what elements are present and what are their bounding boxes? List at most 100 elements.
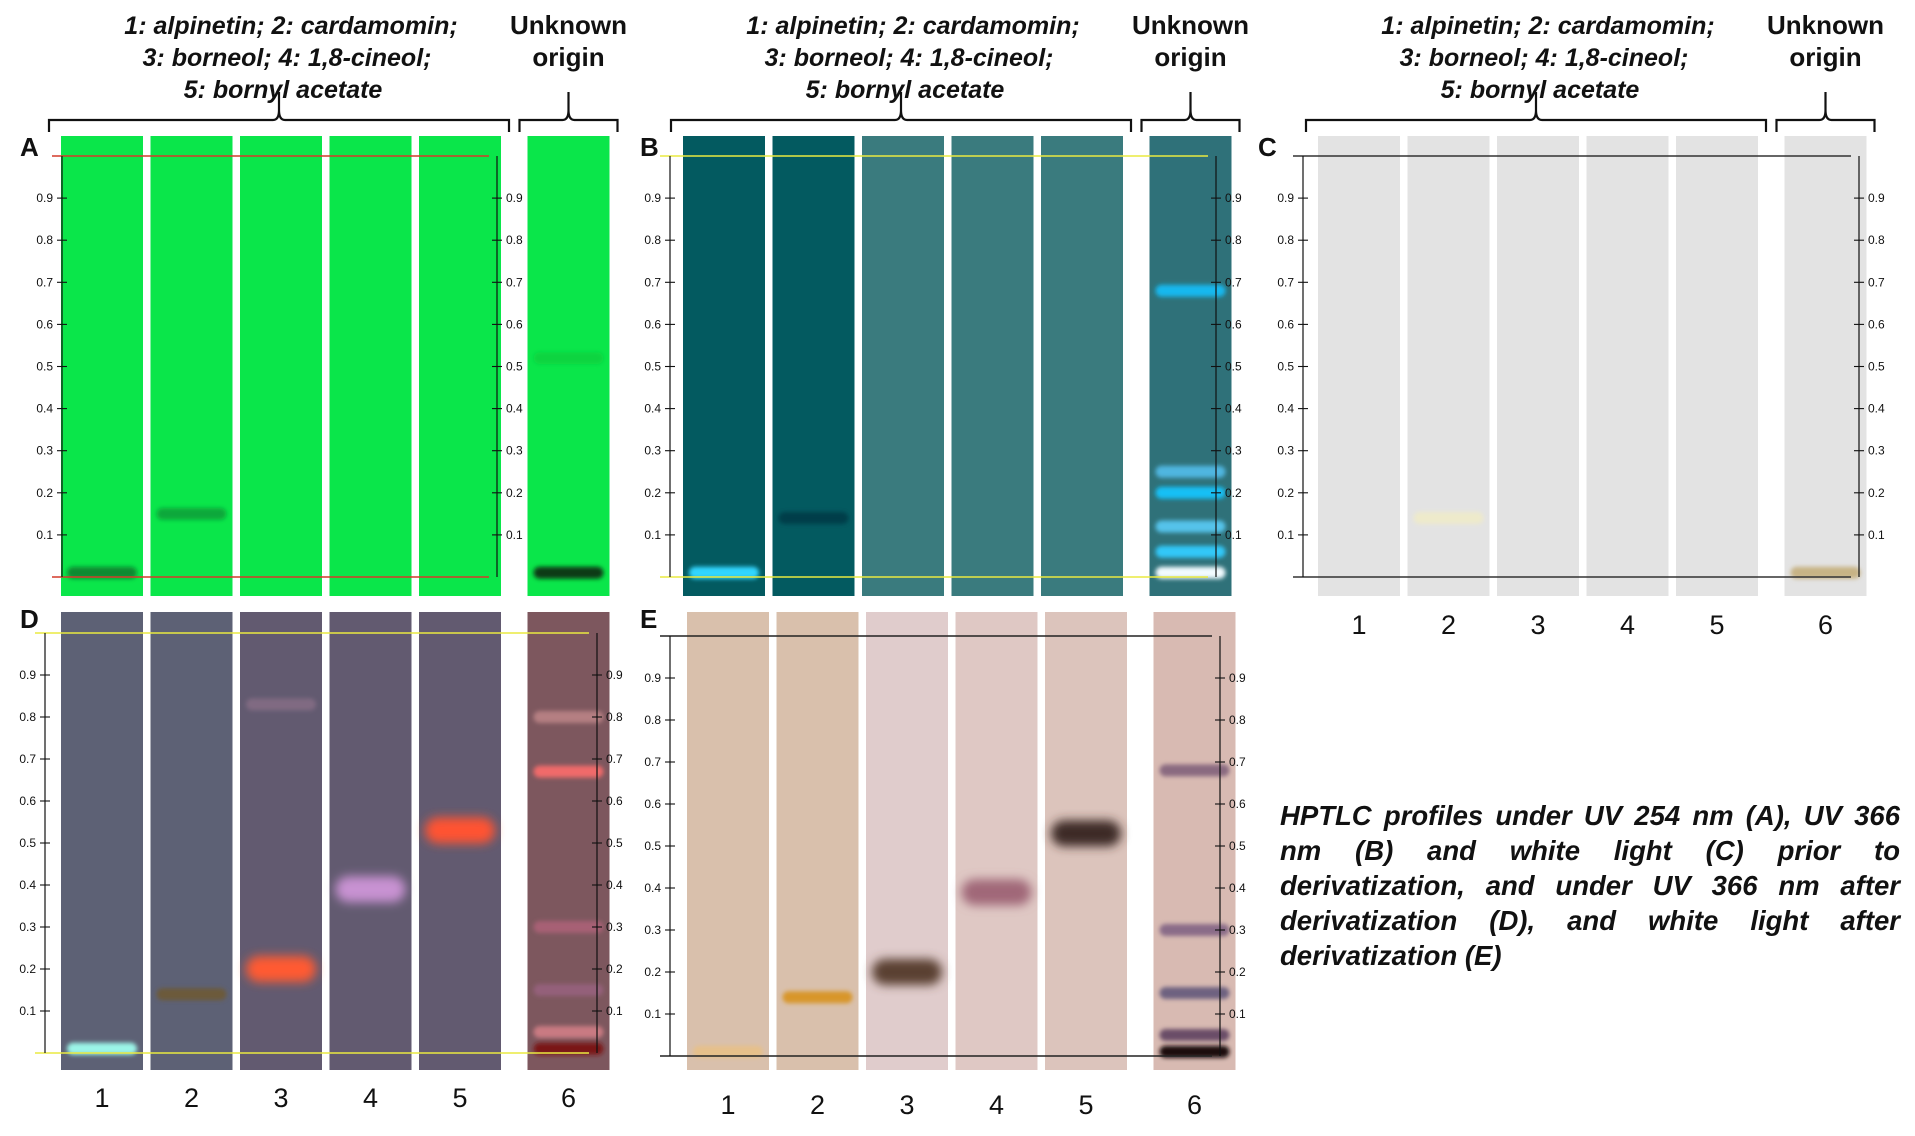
rf-tick-label: 0.8 [36, 233, 53, 247]
rf-tick-label: 0.8 [644, 233, 661, 247]
band-lane3-rf0_83 [246, 698, 316, 711]
panel-a: 0.1 0.2 0.3 0.4 0.5 0.6 0.7 0.8 0.9 0.1 0.2 0.3 0.4 0… [20, 10, 627, 596]
rf-tick-label: 0.8 [1868, 233, 1885, 247]
rf-tick-label: 0.4 [644, 402, 661, 416]
lane-number-6: 6 [561, 1083, 576, 1113]
band-lane6-rf0_67 [533, 765, 604, 778]
rf-tick-label: 0.9 [19, 668, 36, 682]
panel-c: 0.1 0.2 0.3 0.4 0.5 0.6 0.7 0.8 0.9 0.1 0.2 0.3 0.4 0… [1258, 10, 1885, 640]
standards-legend-line: 5: bornyl acetate [1441, 76, 1640, 104]
standards-legend-line: 3: borneol; 4: 1,8-cineol; [1400, 44, 1689, 72]
lane-number-4: 4 [1620, 610, 1635, 640]
plate-lane-2 [150, 612, 233, 1070]
band-lane6-rf0_2 [1155, 486, 1226, 499]
rf-tick-label: 0.3 [606, 920, 623, 934]
panel-e: 0.1 0.2 0.3 0.4 0.5 0.6 0.7 0.8 0.9 0.1 0.2 0.3 0.4 0… [640, 604, 1246, 1120]
lane-number-5: 5 [1078, 1090, 1093, 1120]
plate-lane-5 [419, 136, 501, 596]
unknown-origin-label: Unknown [1767, 10, 1884, 40]
standards-legend-line: 1: alpinetin; 2: cardamomin; [124, 12, 457, 40]
plate-lane-4 [329, 612, 412, 1070]
rf-tick-label: 0.2 [1225, 486, 1242, 500]
rf-tick-label: 0.2 [36, 486, 53, 500]
band-lane6-rf0_15 [1159, 987, 1230, 999]
band-lane6-rf0_15 [533, 984, 604, 996]
plate-lane-3 [1497, 136, 1579, 596]
band-lane6-rf0_3 [1159, 924, 1230, 936]
band-lane6-rf0_68 [1155, 284, 1226, 297]
rf-tick-label: 0.3 [644, 923, 661, 937]
plate-lane-2 [772, 136, 855, 596]
plate-lane-3 [862, 136, 944, 596]
unknown-origin-brace [1140, 92, 1241, 132]
lane-number-5: 5 [1709, 610, 1724, 640]
rf-tick-label: 0.4 [1868, 402, 1885, 416]
rf-tick-label: 0.4 [644, 881, 661, 895]
panel-label: E [640, 604, 657, 634]
lane-number-2: 2 [810, 1090, 825, 1120]
standards-legend-line: 3: borneol; 4: 1,8-cineol; [143, 44, 432, 72]
band-lane6-rf0_01 [533, 566, 604, 579]
rf-tick-label: 0.7 [644, 755, 661, 769]
rf-tick-label: 0.5 [506, 360, 523, 374]
band-lane1-rf0_01 [67, 566, 137, 579]
rf-tick-label: 0.5 [1868, 360, 1885, 374]
band-lane6-rf0_05 [533, 1026, 604, 1038]
rf-tick-label: 0.5 [1225, 360, 1242, 374]
plate-lane-4 [1586, 136, 1669, 596]
lane-number-1: 1 [94, 1083, 109, 1113]
rf-tick-label: 0.9 [1868, 191, 1885, 205]
rf-tick-label: 0.6 [644, 797, 661, 811]
rf-tick-label: 0.5 [36, 360, 53, 374]
rf-tick-label: 0.1 [1277, 528, 1294, 542]
rf-tick-label: 0.3 [1868, 444, 1885, 458]
plate-lane-3 [866, 612, 948, 1070]
lane-number-2: 2 [184, 1083, 199, 1113]
unknown-origin-label: origin [532, 42, 604, 72]
rf-tick-label: 0.8 [506, 233, 523, 247]
panel-label: C [1258, 132, 1277, 162]
band-lane6-rf0_8 [533, 711, 604, 723]
lane-number-1: 1 [1351, 610, 1366, 640]
band-lane1-rf0_01 [67, 1042, 137, 1055]
unknown-origin-label: Unknown [510, 10, 627, 40]
lane-number-3: 3 [899, 1090, 914, 1120]
rf-tick-label: 0.1 [506, 528, 523, 542]
rf-tick-label: 0.5 [644, 839, 661, 853]
unknown-origin-label: origin [1154, 42, 1226, 72]
rf-tick-label: 0.8 [19, 710, 36, 724]
band-lane2-rf0_15 [156, 507, 227, 520]
rf-tick-label: 0.1 [36, 528, 53, 542]
rf-tick-label: 0.3 [1277, 444, 1294, 458]
band-lane6-rf0_68 [1159, 764, 1230, 777]
rf-tick-label: 0.6 [644, 317, 661, 331]
standards-brace [1304, 92, 1768, 132]
rf-tick-label: 0.6 [1277, 317, 1294, 331]
band-lane6-rf0_52 [533, 352, 604, 365]
rf-tick-label: 0.2 [644, 965, 661, 979]
band-lane6-rf0_06 [1155, 545, 1226, 558]
rf-tick-label: 0.1 [1229, 1007, 1246, 1021]
rf-tick-label: 0.9 [36, 191, 53, 205]
rf-tick-label: 0.1 [644, 1007, 661, 1021]
plate-lane-1 [687, 612, 769, 1070]
rf-tick-label: 0.9 [1225, 191, 1242, 205]
rf-tick-label: 0.2 [19, 962, 36, 976]
rf-tick-label: 0.2 [506, 486, 523, 500]
rf-tick-label: 0.6 [1229, 797, 1246, 811]
plate-lane-4 [951, 136, 1034, 596]
lane-number-3: 3 [273, 1083, 288, 1113]
rf-tick-label: 0.6 [506, 317, 523, 331]
rf-tick-label: 0.9 [644, 191, 661, 205]
band-lane6-rf0_12 [1155, 520, 1226, 533]
rf-tick-label: 0.3 [644, 444, 661, 458]
panel-label: B [640, 132, 659, 162]
rf-tick-label: 0.1 [644, 528, 661, 542]
panel-b: 0.1 0.2 0.3 0.4 0.5 0.6 0.7 0.8 0.9 0.1 0.2 0.3 0.4 0… [640, 10, 1249, 596]
rf-tick-label: 0.1 [1868, 528, 1885, 542]
rf-tick-label: 0.7 [644, 275, 661, 289]
rf-tick-label: 0.7 [606, 752, 623, 766]
band-lane6-rf0_01 [1155, 566, 1226, 579]
panel-label: A [20, 132, 39, 162]
